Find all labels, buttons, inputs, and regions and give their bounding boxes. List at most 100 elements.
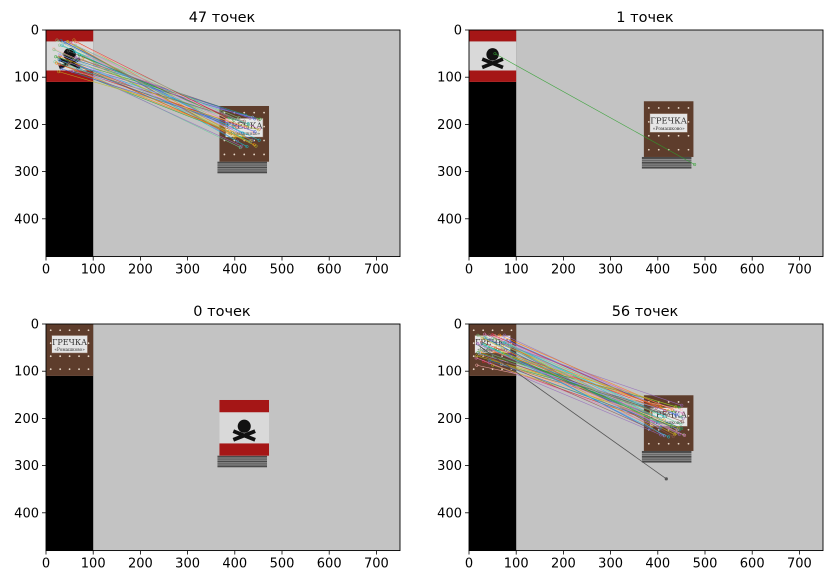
box-label-text: ГРЕЧКА (226, 120, 263, 130)
dot (68, 355, 71, 358)
keypoint (664, 477, 668, 481)
match-line (61, 44, 260, 141)
dot (687, 107, 690, 109)
dot (87, 355, 90, 358)
y-tick-label: 400 (437, 212, 462, 227)
dot (667, 442, 670, 445)
keypoint (488, 338, 492, 342)
keypoint (650, 424, 654, 428)
dot (687, 428, 690, 431)
keypoint (491, 333, 495, 337)
x-tick-label: 300 (175, 557, 200, 572)
keypoint (57, 62, 61, 66)
keypoint (69, 41, 73, 45)
match-lines (474, 332, 687, 481)
stack-layer (217, 462, 268, 465)
match-line (59, 54, 238, 133)
dot (223, 153, 226, 156)
x-tick-label: 200 (128, 263, 153, 278)
panel-1-point: 1 точек ГРЕЧКА«Ромашково» 0 100 200 300 400 50… (437, 10, 824, 278)
keypoint (669, 424, 673, 428)
dot (233, 153, 236, 156)
stack-layer (641, 453, 692, 456)
x-tick-label: 600 (317, 557, 342, 572)
x-tick-label: 500 (693, 557, 718, 572)
keypoint (57, 70, 61, 74)
match-line (504, 334, 684, 419)
x-tick-label: 100 (504, 263, 529, 278)
keypoint (484, 335, 488, 339)
box-label (51, 335, 88, 354)
skull-icon (486, 48, 499, 61)
stack-layer (641, 460, 692, 463)
keypoint (52, 48, 56, 52)
dot (687, 134, 690, 137)
keypoint (60, 67, 64, 71)
y-tick-label: 0 (454, 318, 462, 333)
match-line (56, 39, 235, 127)
keypoint (491, 336, 495, 340)
match-lines (493, 52, 697, 167)
keypoint (72, 38, 76, 42)
dot (87, 368, 90, 371)
x-tick-label: 400 (645, 263, 670, 278)
stack-layer (217, 465, 268, 468)
dot (59, 329, 62, 332)
match-line (484, 344, 672, 427)
stack-layer (641, 166, 692, 169)
keypoint (74, 55, 78, 59)
axes-frame (45, 29, 401, 258)
keypoint (66, 40, 70, 44)
dot (677, 134, 680, 137)
match-line (56, 62, 230, 132)
keypoint (57, 57, 61, 61)
box-stack (217, 455, 268, 468)
keypoint (509, 343, 513, 347)
y-tick-label: 300 (14, 459, 39, 474)
stack-layer (641, 156, 692, 159)
keypoint (55, 38, 59, 42)
keypoint (222, 130, 227, 135)
dot (647, 442, 650, 445)
box-band-bottom (46, 70, 94, 82)
dot (243, 111, 246, 114)
keypoint (257, 138, 261, 142)
grechka-box: ГРЕЧКА«Ромашково» (643, 101, 694, 157)
y-tick-label: 100 (437, 71, 462, 86)
stack-layer (217, 455, 268, 458)
dot (49, 329, 52, 332)
box-label-text: ГРЕЧКА (650, 116, 687, 126)
panel-title: 56 точек (612, 304, 679, 320)
x-tick-label: 200 (128, 557, 153, 572)
image-area: ГРЕЧКА«Ромашково» (46, 324, 400, 551)
match-line (492, 334, 665, 411)
keypoint (58, 58, 62, 62)
x-tick-label: 500 (270, 557, 295, 572)
box-band-bottom (219, 443, 270, 456)
dot (667, 401, 670, 403)
dot (687, 401, 690, 403)
keypoint (502, 340, 506, 344)
dot (687, 442, 690, 445)
keypoint (73, 43, 77, 47)
dot (647, 107, 650, 109)
box-label (649, 113, 688, 133)
y-tick-label: 200 (437, 412, 462, 427)
dot (667, 107, 670, 109)
dot (49, 342, 52, 345)
keypoint (501, 351, 505, 355)
dot (59, 355, 62, 358)
dot (49, 355, 52, 358)
dot (677, 107, 680, 109)
dot (68, 329, 71, 332)
stack-layer (641, 159, 692, 162)
dot (677, 401, 680, 403)
keypoint (493, 345, 497, 350)
y-tick-label: 200 (437, 118, 462, 133)
image-area: ГРЕЧКА«Ромашково» (469, 30, 823, 257)
y-tick-label: 0 (454, 24, 462, 39)
keypoint (54, 61, 59, 65)
x-tick-label: 0 (42, 263, 50, 278)
box-stack (641, 156, 692, 169)
